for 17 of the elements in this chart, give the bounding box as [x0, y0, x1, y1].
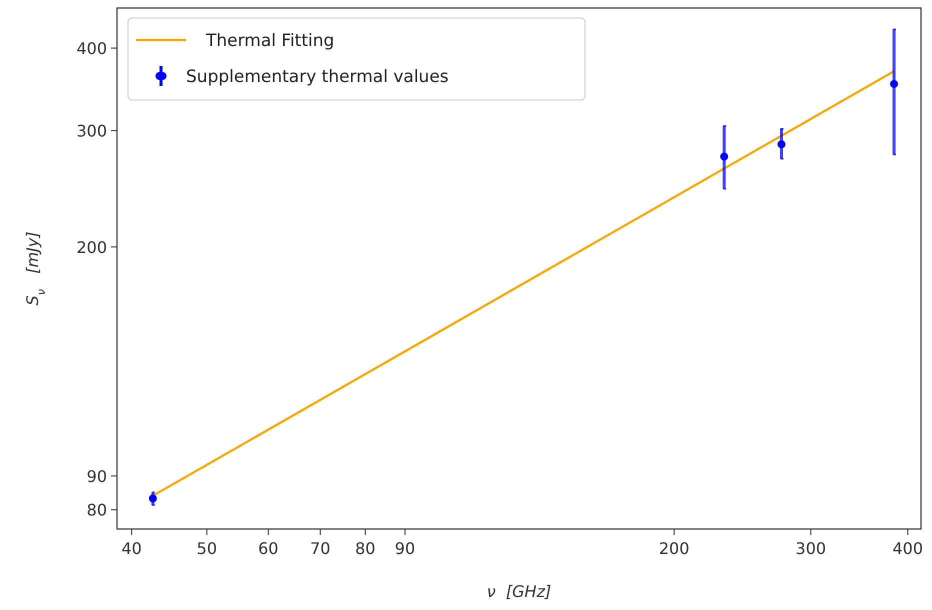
x-axis-title: ν [GHz] — [486, 582, 552, 601]
y-tick-label: 90 — [86, 466, 107, 486]
y-tick-label: 300 — [76, 122, 107, 141]
x-tick-label: 400 — [892, 539, 924, 558]
x-tick-label: 90 — [394, 539, 416, 558]
x-tick-label: 300 — [796, 539, 826, 558]
y-tick-label: 400 — [76, 39, 107, 58]
x-tick-label: 70 — [310, 539, 330, 558]
x-tick-label: 40 — [121, 539, 142, 558]
x-tick-label: 200 — [658, 539, 690, 558]
y-tick-label: 80 — [86, 500, 107, 520]
x-tick-label: 60 — [258, 539, 278, 558]
legend-label: Supplementary thermal values — [186, 67, 449, 87]
legend-label: Thermal Fitting — [205, 31, 334, 51]
x-tick-label: 50 — [196, 539, 218, 558]
y-tick-label: 200 — [76, 238, 107, 257]
x-tick-label: 80 — [355, 539, 376, 558]
